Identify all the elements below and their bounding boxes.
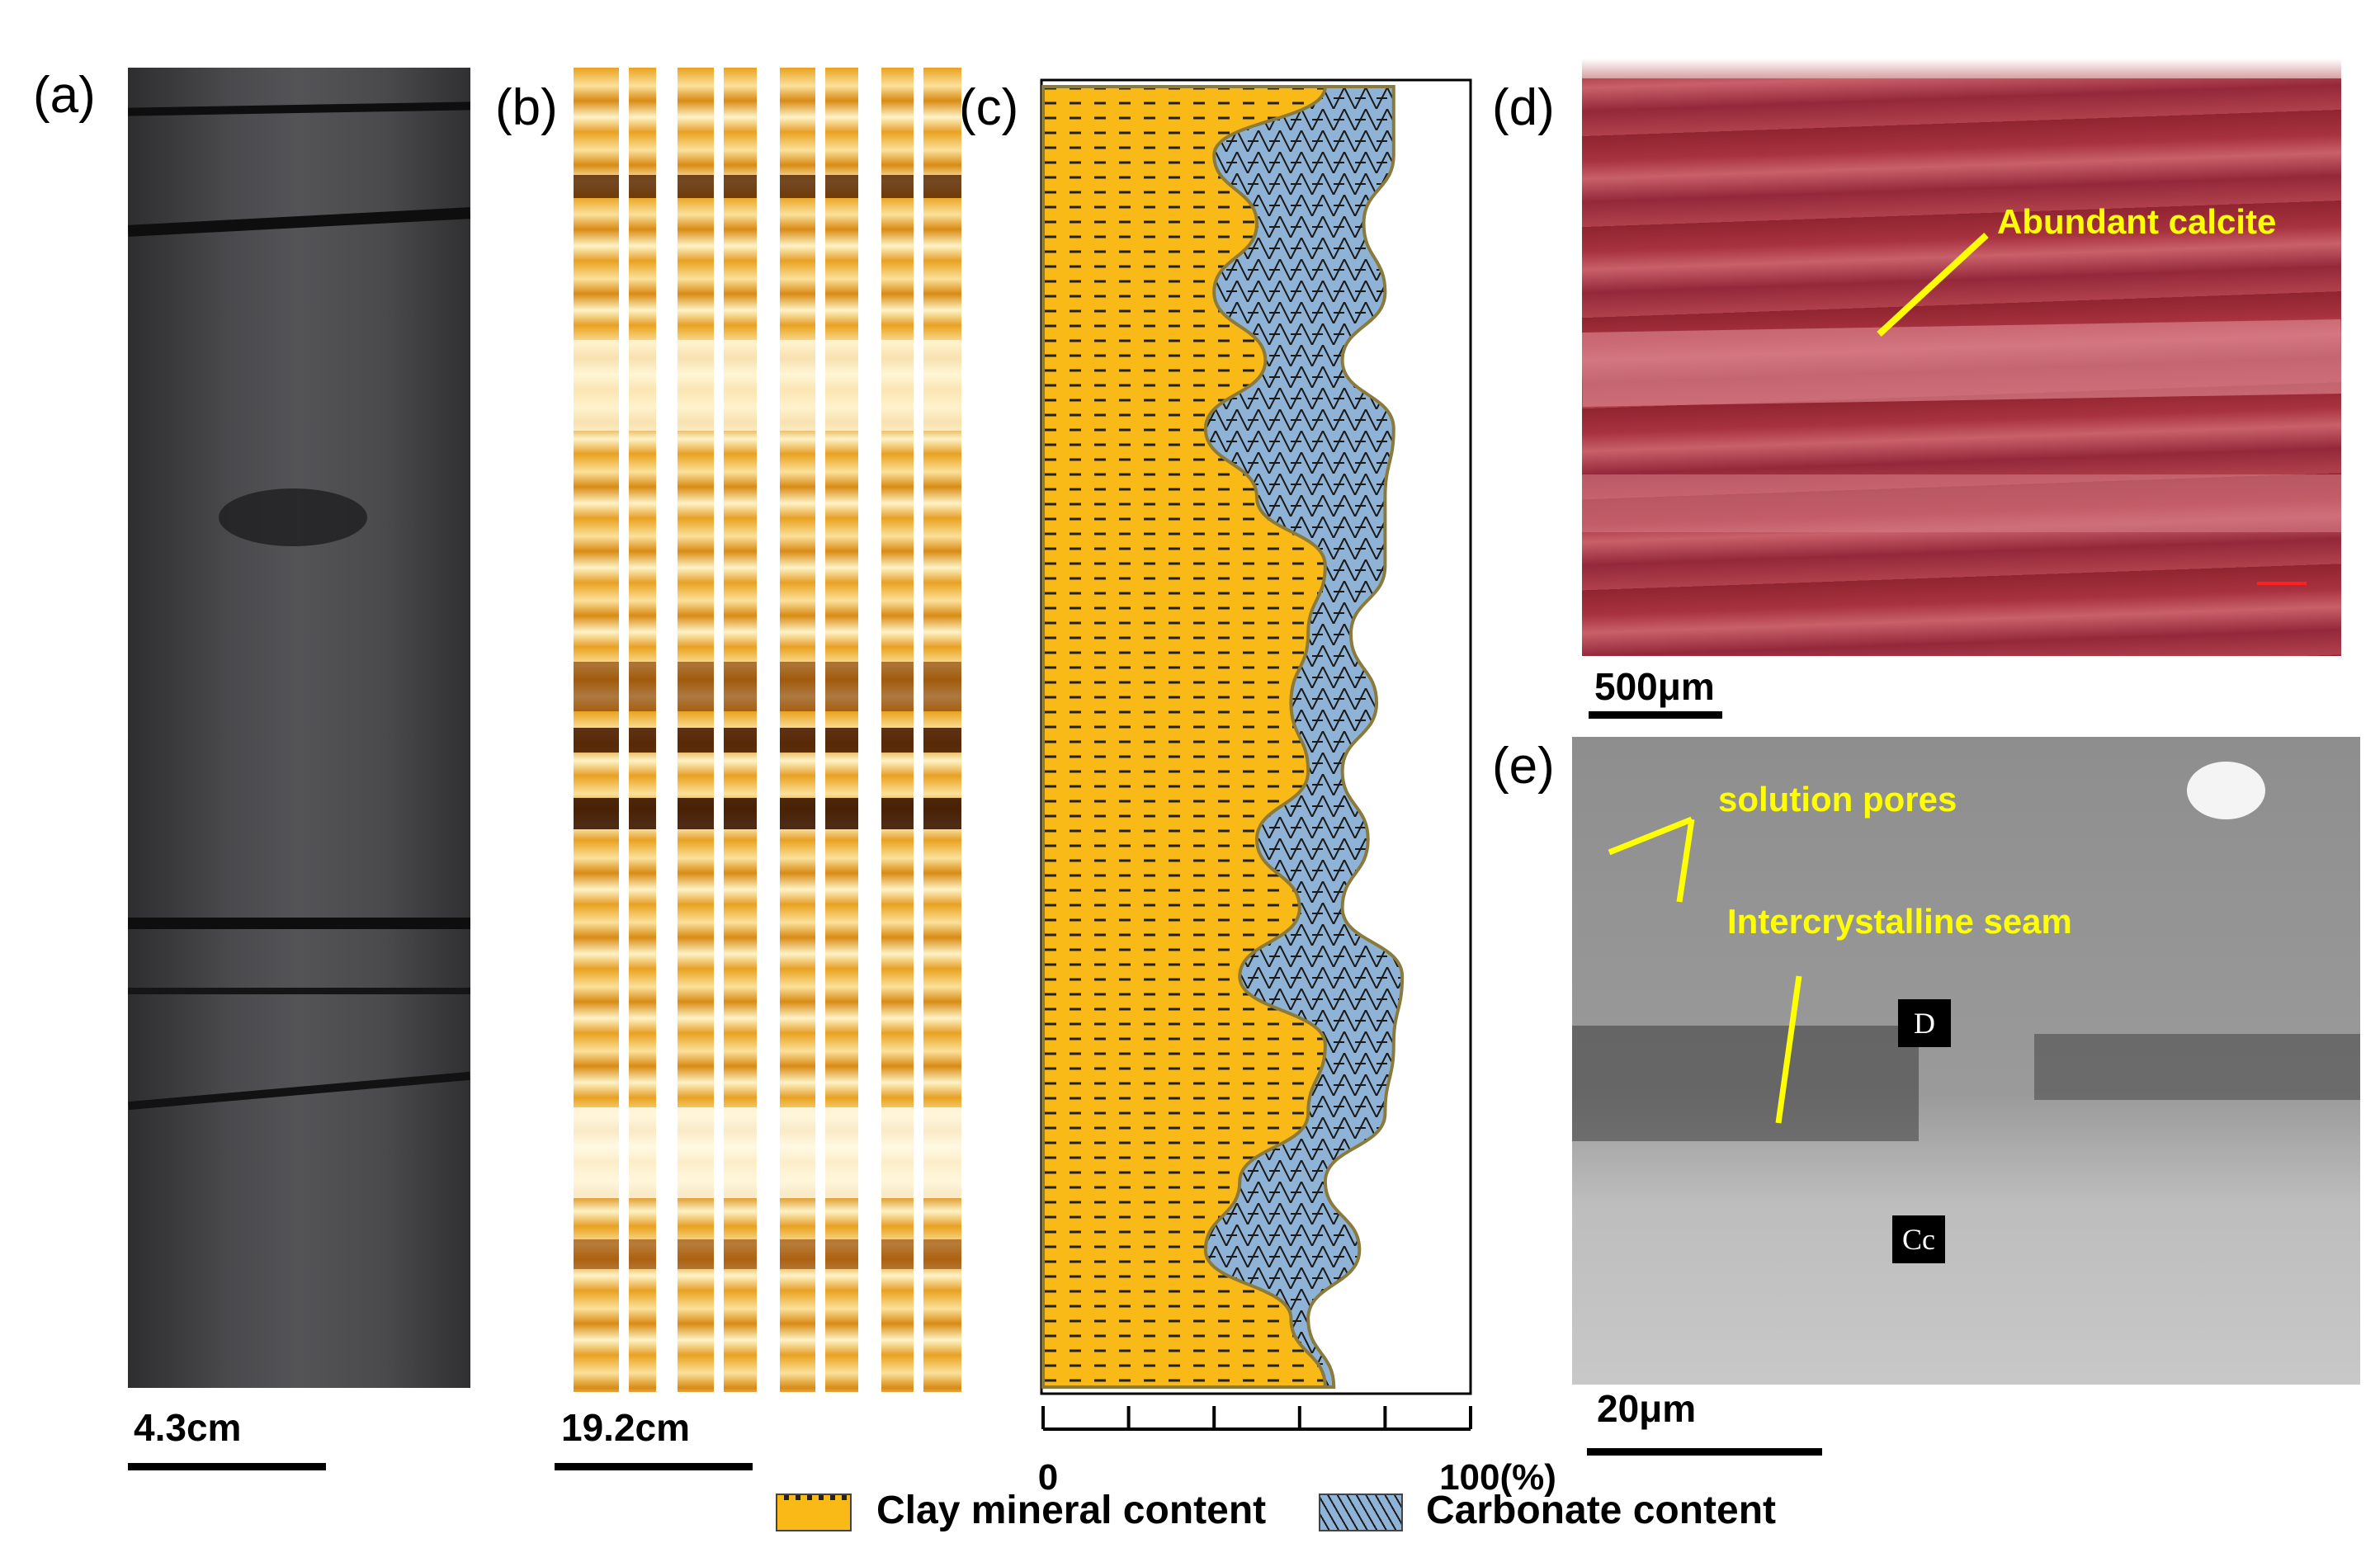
panel-b-scale-label: 19.2cm: [561, 1406, 691, 1449]
panel-a-label: (a): [33, 67, 96, 124]
sem-bright-grain: [2187, 762, 2265, 819]
panel-d-label: (d): [1492, 79, 1555, 136]
x-axis-min-label: 0: [1038, 1457, 1058, 1498]
core-fracture: [128, 207, 470, 237]
sem-pointer-lines: [1608, 816, 1802, 1124]
ct-strip-gap: [914, 68, 923, 1392]
ct-scan-image: [574, 68, 961, 1392]
panel-e-label: (e): [1492, 738, 1555, 795]
core-dark-spot: [219, 488, 367, 546]
core-fracture: [128, 1071, 470, 1111]
panel-e-scale-bar: [1587, 1448, 1822, 1456]
core-fracture: [128, 918, 470, 929]
thin-section-scale-mark: [2257, 582, 2307, 585]
sem-dark-pores: [1572, 1026, 1919, 1141]
panel-c-label: (c): [959, 79, 1019, 136]
panel-a-scale-label: 4.3cm: [134, 1406, 242, 1449]
core-photograph: [128, 68, 470, 1388]
legend-clay-swatch: [776, 1494, 852, 1531]
panel-a-scale-bar: [128, 1463, 326, 1470]
dolomite-tag: D: [1898, 999, 1951, 1047]
solution-pores-annotation: solution pores: [1718, 780, 1957, 819]
panel-b-label: (b): [495, 79, 558, 136]
panel-b-scale-bar: [555, 1463, 753, 1470]
ct-strip-gap: [619, 68, 629, 1392]
ct-strip-gap: [757, 68, 780, 1392]
calcite-band: [1582, 474, 2341, 532]
core-fracture: [128, 101, 470, 116]
panel-d-scale-bar: [1589, 711, 1722, 719]
panel-e-scale-label: 20μm: [1597, 1387, 1697, 1430]
legend-clay-label: Clay mineral content: [876, 1489, 1267, 1532]
core-fracture: [128, 988, 470, 994]
thin-section-micrograph: Abundant calcite: [1582, 45, 2341, 656]
ct-strip-gap: [858, 68, 881, 1392]
x-axis-max-label: 100(%): [1439, 1457, 1556, 1498]
legend-carbonate-swatch: [1319, 1494, 1403, 1531]
ct-strip-gap: [714, 68, 724, 1392]
ct-strip-gap: [815, 68, 825, 1392]
intercrystalline-seam-annotation: Intercrystalline seam: [1727, 902, 2072, 941]
thin-section-top-edge: [1582, 45, 2341, 78]
ct-strip-gap: [656, 68, 678, 1392]
legend-carbonate-label: Carbonate content: [1426, 1489, 1777, 1532]
mineral-content-chart: 0 100(%): [1038, 78, 1556, 1498]
calcite-pointer-line: [1877, 233, 1989, 337]
clay-mineral-content-area: [1041, 85, 1327, 1389]
panel-d-scale-label: 500μm: [1594, 665, 1715, 708]
calcite-annotation: Abundant calcite: [1997, 202, 2277, 241]
sem-dark-pores: [2034, 1034, 2360, 1100]
calcite-tag: Cc: [1892, 1215, 1945, 1263]
sem-image: solution pores Intercrystalline seam D C…: [1572, 737, 2360, 1385]
